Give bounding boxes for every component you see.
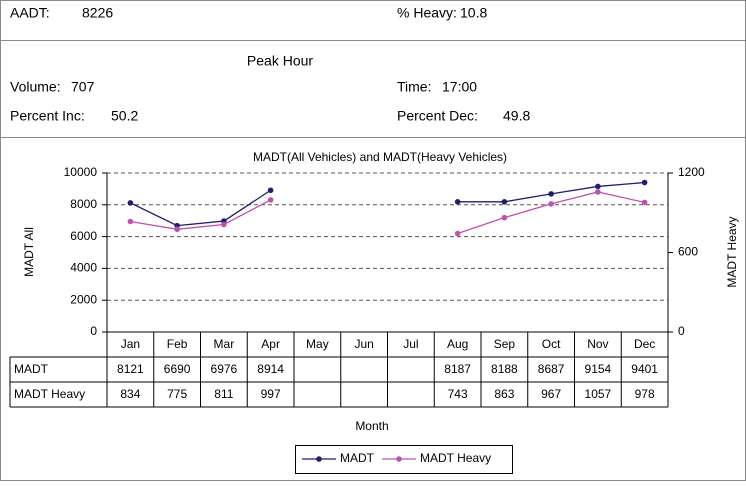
table-value: 978 bbox=[635, 387, 655, 401]
point bbox=[127, 200, 134, 206]
legend-marker bbox=[396, 456, 402, 462]
volume-value: 707 bbox=[71, 79, 95, 95]
table-value: 743 bbox=[448, 387, 468, 401]
point bbox=[548, 191, 554, 197]
x-tick-label: Feb bbox=[167, 337, 188, 351]
table-value: 997 bbox=[261, 387, 281, 401]
time-label: Time: bbox=[397, 79, 431, 95]
table-value: 8914 bbox=[257, 362, 284, 376]
aadt-label: AADT: bbox=[10, 5, 50, 21]
x-tick-label: Jul bbox=[403, 337, 418, 351]
legend-label: MADT Heavy bbox=[420, 451, 491, 465]
table-value: 967 bbox=[541, 387, 561, 401]
table-value: 863 bbox=[494, 387, 514, 401]
heavy-label: % Heavy: bbox=[397, 5, 457, 21]
table-value: 8687 bbox=[538, 362, 565, 376]
y-tick-label: 2000 bbox=[70, 292, 97, 306]
x-tick-label: Sep bbox=[494, 337, 516, 351]
y2-axis-label: MADT Heavy bbox=[725, 216, 739, 287]
point bbox=[267, 187, 274, 194]
x-tick-label: Oct bbox=[542, 337, 561, 351]
point bbox=[454, 230, 461, 237]
point bbox=[267, 197, 274, 203]
dec-label: Percent Dec: bbox=[397, 108, 478, 124]
table-value: 9401 bbox=[631, 362, 658, 376]
x-tick-label: Aug bbox=[447, 337, 468, 351]
point bbox=[221, 221, 227, 228]
aadt-value: 8226 bbox=[82, 5, 113, 21]
point bbox=[501, 199, 508, 205]
table-value: 1057 bbox=[585, 387, 612, 401]
point bbox=[595, 189, 601, 195]
heavy-value: 10.8 bbox=[460, 5, 487, 21]
table-value: 8187 bbox=[444, 362, 471, 376]
peak-title: Peak Hour bbox=[247, 53, 313, 69]
y-tick-label: 0 bbox=[90, 324, 97, 338]
table-value: 834 bbox=[120, 387, 140, 401]
point bbox=[501, 214, 508, 221]
y-tick-label: 10000 bbox=[64, 165, 98, 179]
x-tick-label: Nov bbox=[587, 337, 608, 351]
x-tick-label: May bbox=[306, 337, 329, 351]
inc-label: Percent Inc: bbox=[10, 108, 85, 124]
series-line bbox=[130, 181, 645, 227]
x-axis-label: Month bbox=[355, 419, 388, 433]
x-tick-label: Jun bbox=[354, 337, 373, 351]
time-value: 17:00 bbox=[442, 79, 477, 95]
legend-marker bbox=[316, 456, 322, 462]
x-tick-label: Apr bbox=[261, 337, 280, 351]
series-line bbox=[130, 191, 645, 235]
row-label: MADT Heavy bbox=[14, 387, 85, 401]
point bbox=[127, 218, 134, 225]
table-value: 9154 bbox=[585, 362, 612, 376]
point bbox=[454, 199, 461, 205]
table-value: 6976 bbox=[211, 362, 238, 376]
point bbox=[548, 201, 554, 207]
legend-box bbox=[295, 445, 513, 474]
point bbox=[641, 179, 648, 186]
x-tick-label: Dec bbox=[634, 337, 655, 351]
x-tick-label: Mar bbox=[214, 337, 235, 351]
y-tick-label: 8000 bbox=[70, 197, 97, 211]
y-axis-label: MADT All bbox=[22, 227, 36, 277]
y-tick-label: 4000 bbox=[70, 261, 97, 275]
table-value: 6690 bbox=[164, 362, 191, 376]
table-value: 8121 bbox=[117, 362, 144, 376]
point bbox=[641, 199, 648, 206]
volume-label: Volume: bbox=[10, 79, 61, 95]
point bbox=[595, 183, 601, 190]
dec-value: 49.8 bbox=[503, 108, 530, 124]
y2-tick-label: 600 bbox=[678, 245, 698, 259]
chart-title: MADT(All Vehicles) and MADT(Heavy Vehicl… bbox=[253, 150, 507, 164]
legend-label: MADT bbox=[340, 451, 375, 465]
row-label: MADT bbox=[14, 362, 49, 376]
table-value: 811 bbox=[214, 387, 233, 401]
y2-tick-label: 0 bbox=[678, 324, 685, 338]
point bbox=[174, 226, 180, 233]
y-tick-label: 6000 bbox=[70, 229, 97, 243]
table-value: 8188 bbox=[491, 362, 518, 376]
table-value: 775 bbox=[167, 387, 187, 401]
x-tick-label: Jan bbox=[121, 337, 140, 351]
inc-value: 50.2 bbox=[111, 108, 138, 124]
y2-tick-label: 1200 bbox=[678, 165, 705, 179]
